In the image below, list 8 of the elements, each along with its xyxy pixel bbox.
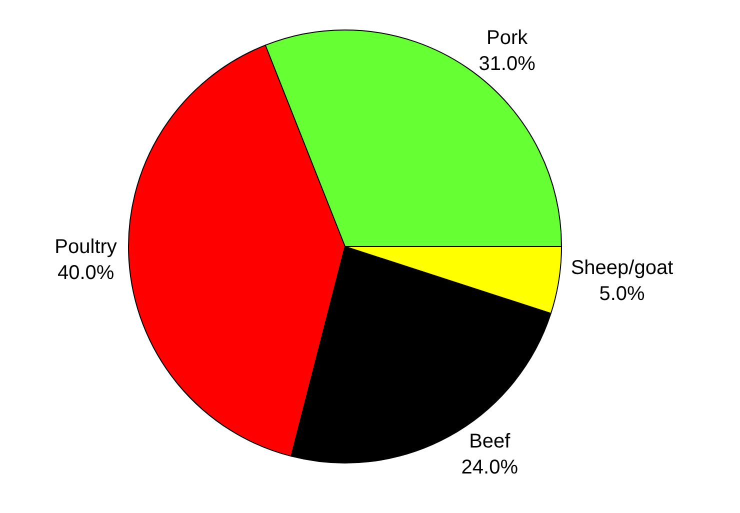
slice-label: Beef (469, 430, 511, 453)
data-label: 5.0% (599, 282, 646, 305)
slice-label: Sheep/goat (570, 256, 674, 279)
data-label: 24.0% (461, 456, 518, 479)
slice-label: Poultry (54, 236, 117, 258)
data-label: 31.0% (478, 53, 536, 76)
slice-label: Pork (486, 27, 529, 50)
data-label: 40.0% (57, 262, 114, 284)
